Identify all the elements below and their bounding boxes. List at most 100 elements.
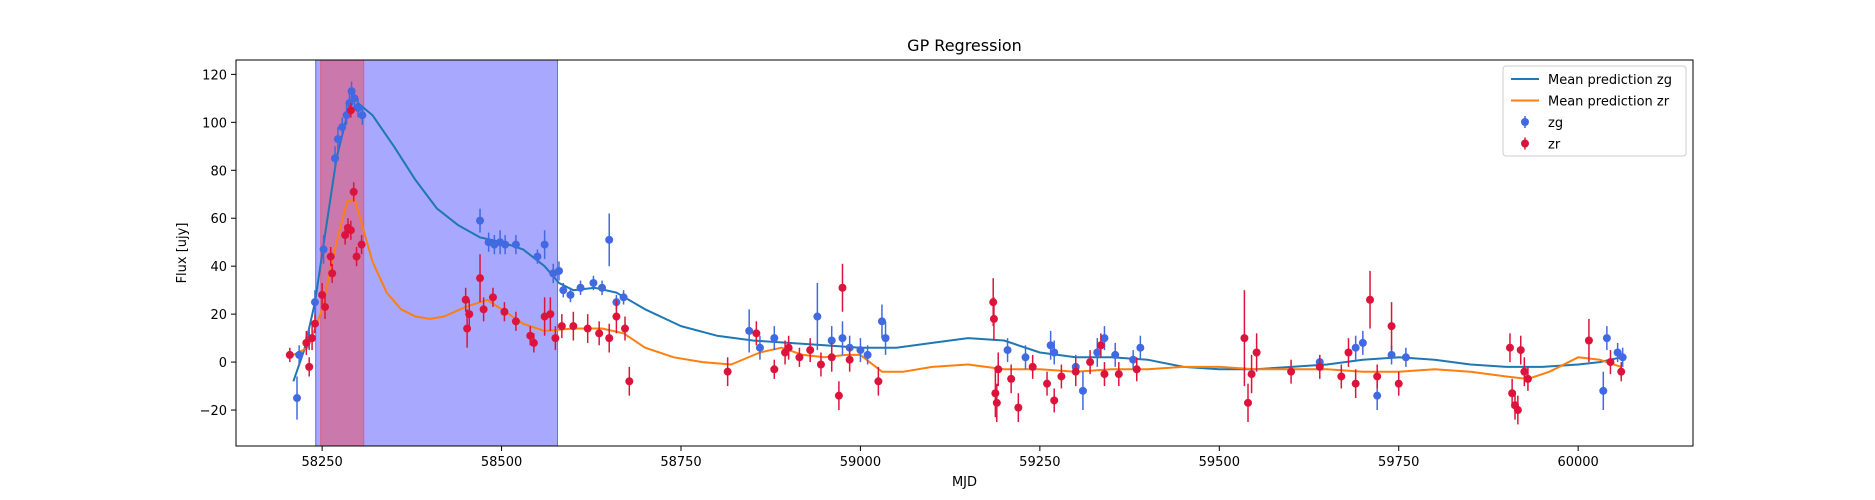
- data-point-zr-69: [1247, 354, 1256, 394]
- data-point-zr-36: [625, 366, 634, 396]
- data-point-zr-19: [476, 254, 485, 303]
- x-tick-label-2: 58750: [660, 455, 701, 470]
- data-point-zr-68: [1244, 383, 1253, 423]
- data-point-zr-35: [621, 316, 630, 341]
- data-point-zr-13: [352, 247, 361, 267]
- data-point-zr-22: [500, 302, 509, 322]
- data-point-zg-24: [559, 282, 568, 298]
- y-tick-label-6: 100: [202, 116, 227, 131]
- data-point-zr-15: [346, 103, 355, 118]
- data-point-zg-49: [1093, 338, 1102, 367]
- y-axis-label: Flux [ujy]: [175, 223, 190, 284]
- data-point-zr-84: [1516, 335, 1525, 365]
- data-point-zg-20: [533, 249, 542, 264]
- data-point-zg-6: [333, 127, 342, 152]
- plot-frame: [235, 59, 1694, 447]
- data-point-zr-62: [1086, 350, 1095, 375]
- data-point-zr-58: [1043, 371, 1052, 396]
- data-point-zr-47: [838, 263, 847, 312]
- legend-label-2: zg: [1548, 116, 1563, 131]
- data-point-zr-56: [1014, 393, 1023, 423]
- x-tick-label-5: 59500: [1199, 455, 1240, 470]
- data-point-zr-44: [816, 352, 825, 377]
- data-point-zr-33: [605, 323, 614, 353]
- data-point-zr-29: [557, 314, 566, 339]
- y-tick-label-5: 80: [210, 164, 227, 179]
- data-point-zr-2: [305, 357, 314, 377]
- data-point-zr-75: [1351, 369, 1360, 399]
- x-tick-label-1: 58500: [481, 455, 522, 470]
- legend-box: [1502, 65, 1687, 157]
- data-point-zg-62: [1613, 342, 1622, 363]
- x-tick-label-4: 59250: [1019, 455, 1060, 470]
- data-point-zg-46: [1050, 340, 1059, 365]
- x-tick-label-7: 60000: [1557, 455, 1598, 470]
- data-point-zg-37: [838, 321, 847, 355]
- data-point-zg-25: [566, 287, 575, 303]
- legend-label-1: Mean prediction zr: [1548, 95, 1670, 110]
- data-point-zr-54: [994, 352, 1003, 387]
- data-point-zg-59: [1401, 347, 1410, 367]
- data-point-zg-43: [1003, 338, 1012, 363]
- y-tick-label-0: −20: [200, 404, 227, 419]
- data-point-zr-85: [1520, 357, 1529, 387]
- data-point-zr-51: [989, 297, 998, 341]
- data-point-zr-39: [770, 359, 779, 379]
- data-point-zr-5: [318, 282, 327, 307]
- data-point-zg-34: [770, 326, 779, 351]
- x-tick-label-3: 59000: [840, 455, 881, 470]
- data-point-zr-3: [308, 326, 317, 351]
- x-axis-label: MJD: [952, 475, 977, 490]
- data-point-zr-34: [612, 299, 621, 334]
- data-point-zr-55: [1007, 364, 1016, 394]
- data-point-zg-61: [1602, 326, 1611, 351]
- data-point-zg-55: [1351, 335, 1360, 360]
- data-point-zg-40: [863, 345, 872, 365]
- data-point-zr-64: [1100, 362, 1109, 387]
- data-point-zr-76: [1366, 270, 1375, 329]
- plot-data-layer: [285, 81, 1627, 425]
- data-point-zr-78: [1387, 302, 1396, 351]
- data-points: [285, 81, 1627, 425]
- y-tick-label-3: 40: [210, 260, 227, 275]
- data-point-zg-27: [589, 275, 598, 291]
- data-point-zg-18: [501, 235, 510, 255]
- y-axis-ticks: −20 0 20 40 60 80 100 120: [200, 68, 236, 419]
- data-point-zg-4: [319, 235, 328, 264]
- y-tick-label-1: 0: [219, 356, 227, 371]
- y-tick-label-2: 20: [210, 308, 227, 323]
- data-point-zr-0: [285, 347, 294, 363]
- data-point-zr-41: [784, 335, 793, 360]
- data-point-zr-8: [328, 263, 337, 283]
- data-point-zg-32: [745, 309, 754, 353]
- legend-entry-0: Mean prediction zg: [1511, 73, 1672, 88]
- y-tick-label-7: 120: [202, 68, 227, 83]
- data-point-zr-31: [583, 314, 592, 343]
- data-point-zg-21: [540, 230, 549, 259]
- data-point-zr-80: [1505, 333, 1514, 363]
- data-point-zr-65: [1114, 362, 1123, 387]
- data-point-zr-63: [1096, 333, 1105, 358]
- legend-label-0: Mean prediction zg: [1548, 73, 1672, 88]
- data-point-zg-41: [877, 304, 886, 339]
- data-point-zr-67: [1240, 290, 1249, 387]
- data-point-zg-31: [619, 290, 628, 305]
- data-point-zr-27: [546, 297, 555, 331]
- data-point-zr-79: [1394, 371, 1403, 396]
- legend-entry-3: zr: [1521, 137, 1561, 153]
- data-point-zg-33: [755, 335, 764, 360]
- data-point-zg-13: [358, 105, 367, 125]
- data-point-zr-72: [1315, 354, 1324, 379]
- data-point-zr-71: [1287, 359, 1296, 384]
- data-point-zr-70: [1252, 333, 1261, 372]
- data-point-zg-7: [338, 117, 347, 137]
- data-point-zg-0: [293, 376, 302, 420]
- data-point-zg-45: [1046, 330, 1055, 360]
- data-point-zr-1: [302, 330, 311, 355]
- legend: Mean prediction zg Mean prediction zr zg zr: [1502, 65, 1687, 157]
- data-point-zg-28: [598, 280, 607, 295]
- shaded-regions: [315, 59, 559, 447]
- data-point-zr-46: [834, 381, 843, 411]
- data-point-zr-7: [326, 247, 335, 267]
- data-point-zr-25: [529, 333, 538, 353]
